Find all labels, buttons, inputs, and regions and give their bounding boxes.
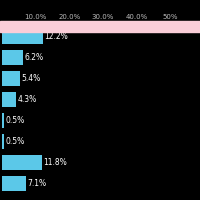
Bar xyxy=(2,134,4,149)
Bar xyxy=(2,176,26,191)
Bar xyxy=(2,50,23,65)
Bar xyxy=(2,92,16,107)
Bar xyxy=(2,113,4,128)
Bar xyxy=(2,155,42,170)
Bar xyxy=(2,29,43,44)
Text: 11.8%: 11.8% xyxy=(43,158,67,167)
Text: 6.2%: 6.2% xyxy=(24,53,43,62)
Text: 7.1%: 7.1% xyxy=(27,179,46,188)
Text: 0.5%: 0.5% xyxy=(5,116,24,125)
Bar xyxy=(2,24,170,30)
Bar xyxy=(2,71,20,86)
Text: 0.5%: 0.5% xyxy=(5,137,24,146)
Text: 5.4%: 5.4% xyxy=(21,74,41,83)
Text: 4.3%: 4.3% xyxy=(18,95,37,104)
Text: 12.2%: 12.2% xyxy=(44,32,68,41)
